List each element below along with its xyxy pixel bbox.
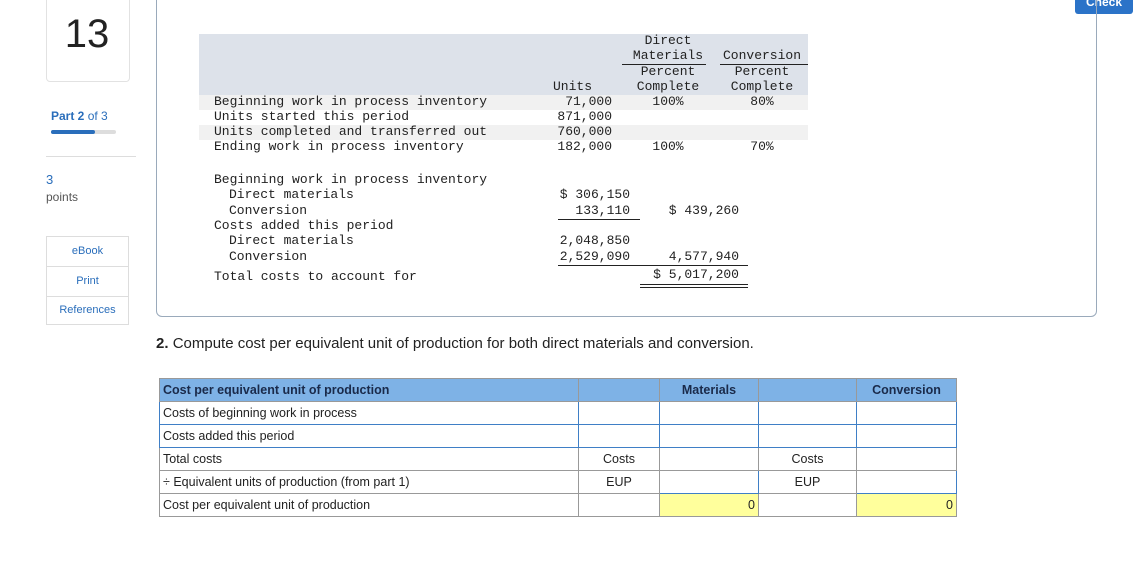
cost-label: Beginning work in process inventory — [214, 172, 488, 187]
units-header: Units — [552, 79, 592, 94]
row-label: Ending work in process inventory — [214, 139, 464, 154]
underline — [558, 219, 640, 220]
input-cell[interactable] — [856, 401, 957, 425]
units-value: 71,000 — [565, 94, 612, 109]
part-of: of 3 — [87, 109, 108, 123]
row-label[interactable]: Costs of beginning work in process — [159, 401, 579, 425]
cell — [856, 447, 957, 471]
header-cell: Conversion — [856, 378, 957, 402]
dm-percent: 100% — [652, 94, 684, 109]
header-row: Cost per equivalent unit of production M… — [159, 378, 957, 402]
cell — [659, 447, 759, 471]
row: Costs added this period — [159, 424, 957, 448]
double-underline — [640, 284, 748, 288]
dm-header: Complete — [636, 79, 700, 94]
header-cell: Materials — [659, 378, 759, 402]
progress-fill — [51, 130, 95, 134]
row-bg — [199, 95, 808, 110]
row-label: Beginning work in process inventory — [214, 94, 488, 109]
result-cell: 0 — [856, 493, 957, 517]
cell — [578, 493, 660, 517]
units-value: 871,000 — [557, 109, 612, 124]
conv-percent: 80% — [750, 94, 774, 109]
cost-label: Costs added this period — [214, 218, 394, 233]
input-cell[interactable] — [659, 424, 759, 448]
conv-header: Complete — [730, 79, 794, 94]
header-cell — [758, 378, 857, 402]
header-rule — [622, 64, 706, 65]
cost-total: $ 5,017,200 — [653, 267, 739, 282]
row: ÷ Equivalent units of production (from p… — [159, 470, 957, 494]
question-number: 13 — [64, 12, 110, 56]
row-label: Units started this period — [214, 109, 410, 124]
conv-header: Percent — [734, 64, 790, 79]
input-cell[interactable] — [659, 401, 759, 425]
cost-total: 4,577,940 — [668, 249, 739, 264]
underline — [558, 265, 640, 266]
unit-label: EUP — [578, 470, 660, 494]
cost-label: Conversion — [229, 203, 308, 218]
check-button[interactable]: Check — [1075, 0, 1133, 14]
cost-label: Total costs to account for — [214, 269, 417, 284]
question-number: 2. — [156, 335, 169, 352]
cell — [758, 493, 857, 517]
progress-bar — [51, 130, 116, 134]
input-cell[interactable] — [578, 424, 660, 448]
dm-header: Materials — [632, 48, 704, 63]
unit-label: Costs — [758, 447, 857, 471]
input-cell[interactable] — [758, 424, 857, 448]
cost-label: Direct materials — [229, 233, 354, 248]
row-label: Total costs — [159, 447, 579, 471]
part-indicator: Part 2 of 3 — [51, 109, 108, 123]
cost-total: $ 439,260 — [668, 203, 739, 218]
input-cell[interactable] — [578, 401, 660, 425]
input-cell[interactable] — [856, 470, 957, 494]
answer-table: Cost per equivalent unit of production M… — [159, 378, 957, 517]
input-cell[interactable] — [856, 424, 957, 448]
points-value: 3 — [46, 172, 54, 187]
cost-amount: 133,110 — [575, 203, 630, 218]
cost-label: Direct materials — [229, 187, 354, 202]
row-bg — [199, 125, 808, 140]
problem-panel — [156, 0, 1097, 317]
row-label: Units completed and transferred out — [214, 124, 488, 139]
cost-amount: 2,048,850 — [559, 233, 630, 248]
references-button[interactable]: References — [46, 296, 129, 325]
row: Costs of beginning work in process — [159, 401, 957, 425]
row: Cost per equivalent unit of production 0… — [159, 493, 957, 517]
input-cell[interactable] — [659, 470, 759, 494]
divider — [46, 156, 136, 157]
row-label: ÷ Equivalent units of production (from p… — [159, 470, 579, 494]
part-label: Part 2 — [51, 109, 85, 123]
unit-label: EUP — [758, 470, 857, 494]
units-value: 760,000 — [557, 124, 612, 139]
header-cell — [578, 378, 660, 402]
ebook-button[interactable]: eBook — [46, 236, 129, 267]
dm-header: Direct — [644, 33, 692, 48]
input-cell[interactable] — [758, 401, 857, 425]
row-label: Cost per equivalent unit of production — [159, 493, 579, 517]
result-cell: 0 — [659, 493, 759, 517]
question-text: Compute cost per equivalent unit of prod… — [172, 335, 754, 352]
units-header-bg — [199, 34, 808, 95]
row: Total costs Costs Costs — [159, 447, 957, 471]
dm-percent: 100% — [652, 139, 684, 154]
print-button[interactable]: Print — [46, 266, 129, 297]
header-rule — [720, 64, 808, 65]
cost-amount: 2,529,090 — [559, 249, 630, 264]
unit-label: Costs — [578, 447, 660, 471]
points-label: points — [46, 190, 79, 204]
row-label[interactable]: Costs added this period — [159, 424, 579, 448]
cost-label: Conversion — [229, 249, 308, 264]
units-value: 182,000 — [557, 139, 612, 154]
underline — [640, 265, 748, 266]
conv-percent: 70% — [750, 139, 774, 154]
header-cell: Cost per equivalent unit of production — [159, 378, 579, 402]
question-number-box — [46, 0, 130, 82]
dm-header: Percent — [640, 64, 696, 79]
conv-header: Conversion — [722, 48, 801, 63]
question: 2. Compute cost per equivalent unit of p… — [156, 335, 754, 352]
cost-amount: $ 306,150 — [559, 187, 630, 202]
